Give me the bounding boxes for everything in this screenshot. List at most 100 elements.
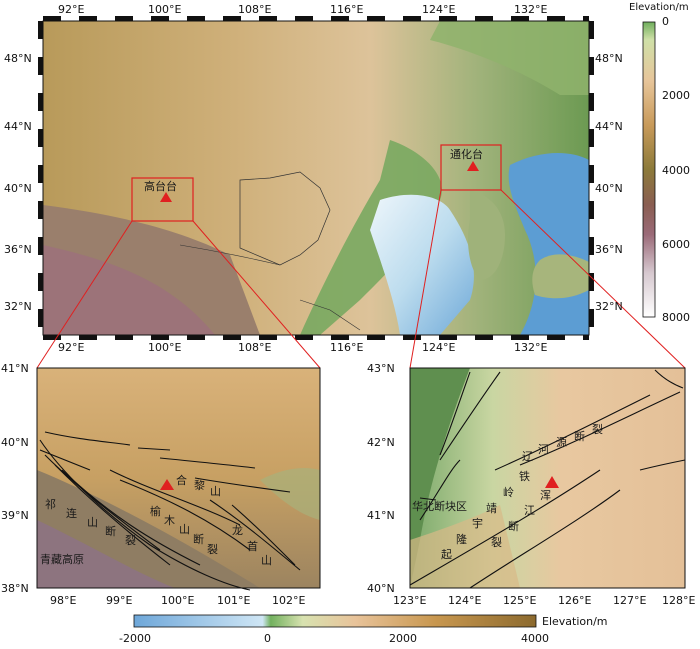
tonghua-station-label: 通化台 [450,148,483,161]
overview-top-lon-92: 92°E [58,3,85,16]
overview-top-lon-100: 100°E [148,3,182,16]
elevation-tick-2000: 2000 [662,89,690,102]
inset-right-label-duan1: 断 [574,430,585,443]
map-border-segment [511,16,529,21]
map-border-segment [439,335,457,340]
elevation-tick-4000: 4000 [662,164,690,177]
map-border-segment [547,335,565,340]
map-border-segment [547,16,565,21]
inset-right-lon-123: 123°E [393,594,427,607]
inset-right-lat-40: 40°N [367,582,395,595]
map-border-segment [589,21,594,39]
overview-left-lat-40: 40°N [4,182,32,195]
map-border-segment [187,335,205,340]
inset-left-label-shan2: 山 [87,516,98,529]
map-border-segment [403,16,421,21]
bottom-colorbar-tick-2000: 2000 [389,632,417,645]
map-border-segment [331,16,349,21]
inset-left-lon-102: 102°E [272,594,306,607]
inset-left-lon-101: 101°E [217,594,251,607]
map-border-segment [259,335,277,340]
map-border-segment [38,57,43,75]
inset-left-lat-39: 39°N [1,509,29,522]
map-border-segment [151,16,169,21]
inset-right-label-block: 华北断块区 [412,500,467,513]
inset-right-label-he: 河 [538,443,549,456]
map-border-segment [367,16,385,21]
bottom-colorbar-title: Elevation/m [542,615,608,628]
inset-right-label-yuan: 源 [556,436,567,449]
overview-left-lat-36: 36°N [4,243,32,256]
overview-top-lon-116: 116°E [330,3,364,16]
map-border-segment [583,16,589,21]
overview-bottom-lon-132: 132°E [514,341,548,354]
connector-left-b [192,220,321,369]
inset-right-lat-43: 43°N [367,362,395,375]
gaotai-box [131,177,194,222]
overview-bottom-lon-124: 124°E [422,341,456,354]
overview-right-lat-48: 48°N [595,52,623,65]
tonghua-box [440,144,502,191]
map-border-segment [38,201,43,219]
inset-left-label-mu: 木 [164,514,175,527]
inset-left-label-duan2: 断 [193,533,204,546]
map-border-segment [403,335,421,340]
map-border-segment [589,129,594,147]
overview-left-lat-48: 48°N [4,52,32,65]
map-border-segment [223,335,241,340]
map-border-segment [331,335,349,340]
inset-right-label-lie1: 裂 [592,423,603,436]
map-border-segment [151,335,169,340]
gaotai-station-icon [160,192,172,202]
inset-right-lat-41: 41°N [367,509,395,522]
map-border-segment [589,273,594,291]
map-border-segment [38,237,43,255]
overview-left-lat-32: 32°N [4,300,32,313]
overview-right-lat-40: 40°N [595,182,623,195]
map-border-segment [38,273,43,291]
inset-right-label-qi: 起 [441,548,452,561]
overview-bottom-lon-92: 92°E [58,341,85,354]
overview-top-lon-124: 124°E [422,3,456,16]
inset-left-label-yu: 榆 [150,505,161,518]
elevation-tick-8000: 8000 [662,311,690,324]
map-border-segment [38,165,43,183]
inset-left-label-plateau: 青藏高原 [40,553,84,566]
inset-left-label-he: 合 [176,474,187,487]
map-border-segment [295,16,313,21]
inset-right-label-jiang: 江 [524,504,535,517]
elevation-colorbar [642,21,656,318]
inset-left-label-qi: 祁 [45,498,56,511]
inset-left-lat-41: 41°N [1,362,29,375]
tonghua-inset-station-icon [545,476,559,488]
bottom-colorbar [133,614,537,628]
inset-left-lon-98: 98°E [50,594,77,607]
inset-left-label-lian: 连 [66,507,77,520]
inset-right-label-ling: 岭 [503,486,514,499]
inset-right-label-hun: 浑 [540,489,551,502]
inset-left-label-shan3: 山 [179,523,190,536]
inset-right-lon-124: 124°E [448,594,482,607]
inset-right-label-duan2: 断 [508,520,519,533]
bottom-colorbar-tick-neg2000: -2000 [119,632,151,645]
map-border-segment [43,335,61,340]
gaotai-inset-station-icon [160,479,174,490]
elevation-tick-0: 0 [662,15,669,28]
inset-left-label-li: 黎 [194,479,205,492]
map-border-segment [38,129,43,147]
inset-right [409,367,686,589]
map-border-segment [511,335,529,340]
map-border-segment [187,16,205,21]
inset-left [36,367,321,591]
inset-right-label-tie: 铁 [519,470,530,483]
map-border-segment [589,57,594,75]
map-border-segment [223,16,241,21]
connector-left-a [36,220,133,369]
inset-left-label-lie1: 裂 [125,534,136,547]
inset-right-label-jing: 靖 [486,502,497,515]
inset-left-label-duan1: 断 [105,525,116,538]
map-border-segment [589,309,594,327]
inset-left-label-shan4: 山 [261,554,272,567]
elevation-colorbar-title: Elevation/m [629,2,689,13]
